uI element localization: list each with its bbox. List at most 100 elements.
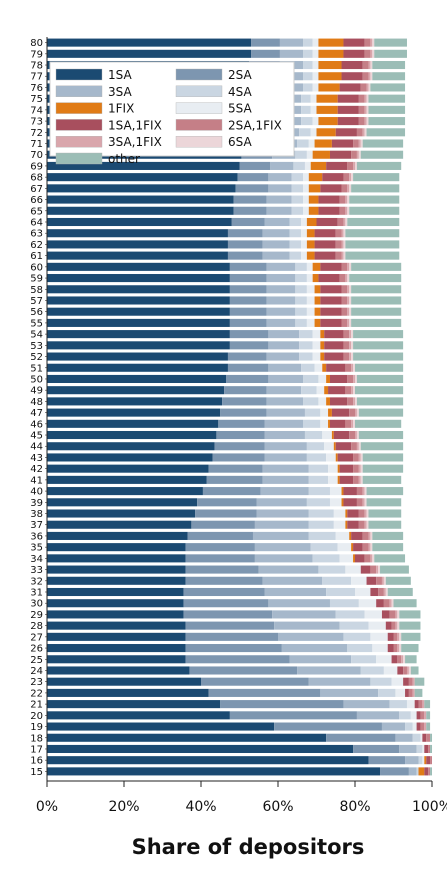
- bar-segment-3sa-1fix-20: [424, 711, 427, 720]
- bar-segment-3sa-51: [268, 363, 302, 372]
- bar-segment-2sa-1fix-67: [341, 184, 348, 193]
- bar-segment-4sa-77: [303, 72, 313, 81]
- y-tick-label-19: 19: [30, 722, 43, 733]
- bar-segment-2sa-68: [237, 173, 269, 182]
- bar-segment-6sa-62: [343, 240, 346, 249]
- bar-segment-1fix-72: [316, 128, 336, 137]
- bar-segment-2sa-19: [274, 722, 382, 731]
- bar-segment-other-67: [351, 184, 400, 193]
- bar-segment-3sa-1fix-30: [389, 599, 392, 608]
- bar-segment-2sa-1fix-25: [397, 655, 402, 664]
- bar-segment-1sa-15: [47, 767, 381, 776]
- bar-segment-6sa-26: [399, 644, 402, 653]
- bar-segment-3sa-54: [268, 330, 300, 339]
- bar-segment-2sa-1fix-42: [353, 464, 359, 473]
- bar-segment-4sa-37: [308, 520, 334, 529]
- bar-segment-3sa-1fix-73: [364, 117, 367, 126]
- bar-segment-5sa-77: [312, 72, 319, 81]
- bar-segment-3sa-1fix-43: [358, 453, 361, 462]
- bar-segment-1sa-34: [47, 554, 186, 563]
- bar-segment-1sa-1fix-17: [424, 744, 429, 753]
- bar-segment-1sa-19: [47, 722, 275, 731]
- bar-segment-1sa-1fix-33: [360, 565, 371, 574]
- bar-segment-3sa-1fix-59: [345, 274, 348, 283]
- bar-segment-1fix-59: [312, 274, 319, 283]
- bar-segment-5sa-39: [329, 498, 342, 507]
- bar-segment-other-73: [368, 117, 406, 126]
- y-tick-label-68: 68: [30, 173, 43, 184]
- bar-segment-4sa-64: [289, 217, 302, 227]
- bar-segment-other-44: [360, 442, 404, 451]
- bar-segment-6sa-31: [385, 587, 388, 597]
- bar-segment-5sa-36: [335, 531, 350, 540]
- bar-segment-1sa-1fix-56: [320, 307, 342, 316]
- bar-segment-2sa-1fix-73: [358, 117, 365, 126]
- bar-segment-4sa-19: [405, 722, 413, 731]
- bar-segment-4sa-60: [295, 262, 307, 271]
- bar-segment-2sa-57: [229, 296, 267, 305]
- x-tick-label-2: 40%: [185, 799, 216, 815]
- bar-segment-2sa-1fix-58: [341, 285, 348, 294]
- bar-segment-1fix-15: [418, 767, 425, 776]
- bar-segment-other-75: [368, 94, 406, 103]
- bar-segment-3sa-1fix-78: [368, 60, 371, 70]
- bar-segment-other-50: [356, 374, 404, 383]
- bar-segment-3sa-1fix-45: [355, 430, 357, 440]
- bar-segment-2sa-33: [185, 565, 259, 574]
- bar-segment-6sa-42: [360, 464, 363, 473]
- bar-segment-2sa-1fix-72: [356, 128, 363, 137]
- bar-segment-1sa-16: [47, 756, 369, 765]
- bar-segment-1sa-59: [47, 274, 230, 283]
- bar-segment-6sa-57: [349, 296, 352, 305]
- bar-segment-other-43: [362, 453, 404, 462]
- bar-segment-1sa-60: [47, 262, 230, 271]
- bar-segment-5sa-23: [391, 677, 404, 686]
- bar-segment-6sa-65: [347, 206, 350, 215]
- bar-segment-1sa-62: [47, 240, 228, 249]
- bar-segment-1sa-43: [47, 453, 213, 462]
- legend-label-other: other: [108, 152, 140, 166]
- bar-segment-4sa-24: [360, 666, 384, 675]
- bar-segment-other-17: [430, 744, 433, 753]
- bar-segment-1sa-37: [47, 520, 192, 529]
- bar-segment-other-33: [380, 565, 409, 574]
- bar-segment-3sa-1fix-25: [401, 655, 404, 664]
- legend-swatch-2sa-1fix: [175, 119, 223, 131]
- legend-label-1sa: 1SA: [108, 68, 132, 82]
- bar-segment-2sa-69: [239, 161, 271, 170]
- bar-segment-6sa-61: [343, 251, 346, 260]
- bar-segment-other-27: [401, 632, 421, 641]
- bar-segment-other-71: [362, 139, 404, 148]
- bar-segment-2sa-60: [229, 262, 267, 271]
- bar-segment-6sa-25: [403, 655, 406, 664]
- bar-segment-5sa-80: [312, 38, 319, 47]
- y-tick-label-29: 29: [30, 610, 43, 621]
- bar-segment-6sa-68: [351, 173, 354, 182]
- bar-segment-4sa-15: [416, 767, 419, 776]
- bar-segment-5sa-20: [410, 711, 417, 720]
- bar-segment-5sa-65: [303, 206, 309, 215]
- bar-segment-1sa-61: [47, 251, 228, 260]
- bar-segment-3sa-79: [279, 49, 304, 58]
- bar-segment-1sa-1fix-69: [326, 161, 348, 170]
- bar-segment-other-23: [414, 677, 425, 686]
- legend-swatch-5sa: [175, 102, 223, 114]
- bar-segment-1fix-53: [320, 341, 325, 350]
- bar-segment-3sa-22: [320, 688, 379, 697]
- bar-segment-6sa-64: [345, 217, 348, 227]
- bar-segment-5sa-44: [324, 442, 334, 451]
- bar-segment-3sa-47: [266, 408, 305, 417]
- bar-segment-2sa-34: [185, 554, 255, 563]
- bar-segment-4sa-50: [303, 374, 319, 383]
- bar-segment-5sa-53: [312, 341, 321, 350]
- bar-segment-1fix-43: [335, 453, 338, 462]
- bar-segment-5sa-75: [310, 94, 317, 103]
- bar-segment-1fix-71: [314, 139, 332, 148]
- bar-segment-3sa-1fix-79: [370, 49, 373, 58]
- bar-segment-1sa-1fix-75: [337, 94, 359, 103]
- bar-segment-other-21: [424, 700, 431, 709]
- bar-segment-5sa-78: [312, 60, 319, 70]
- bar-segment-1sa-55: [47, 318, 230, 327]
- bar-segment-5sa-43: [326, 453, 336, 462]
- bar-segment-2sa-62: [227, 240, 263, 249]
